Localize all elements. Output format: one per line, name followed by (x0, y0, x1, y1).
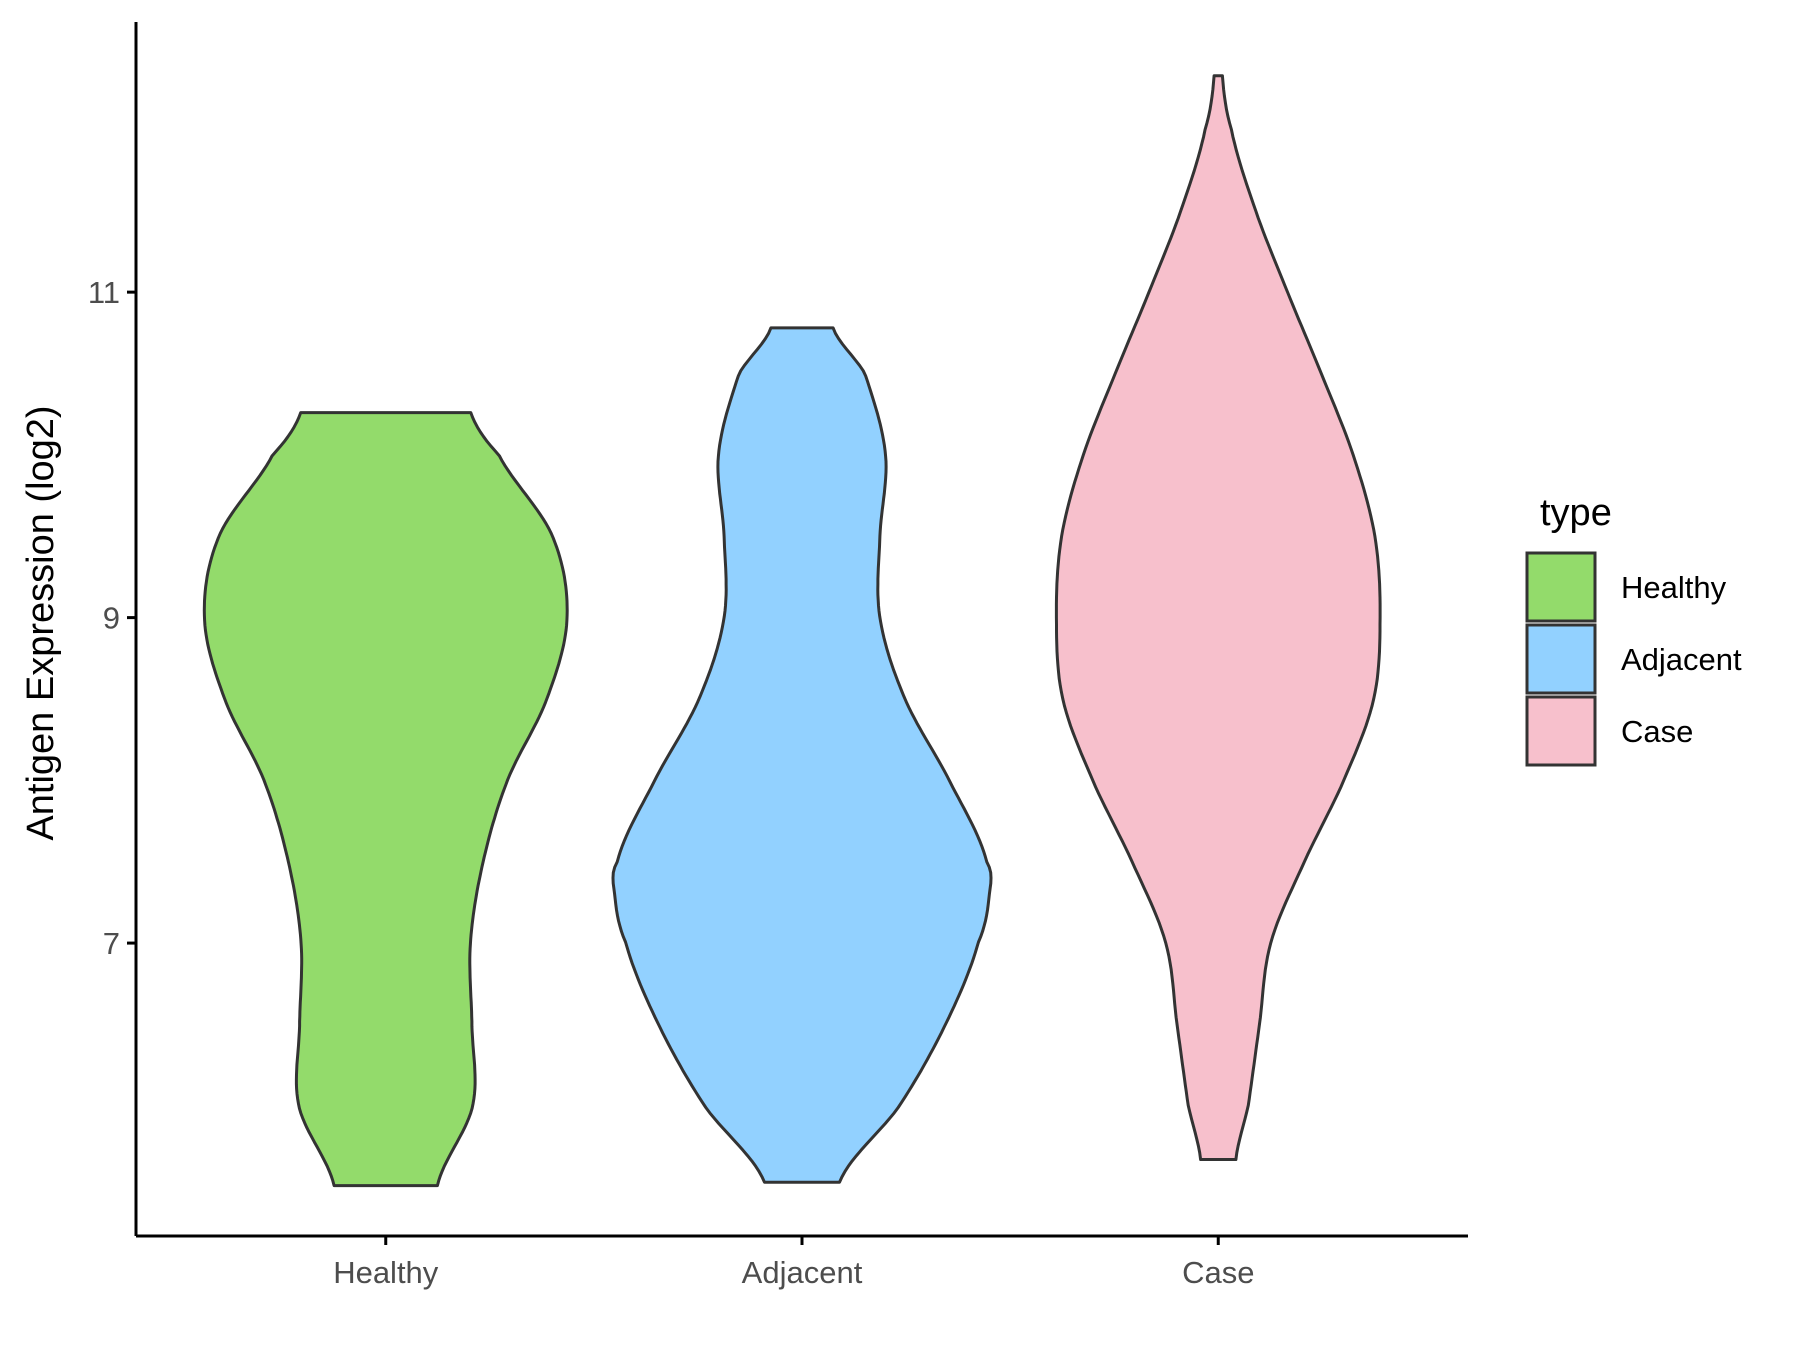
violins-layer (202, 74, 1382, 1188)
legend-items: Healthy Adjacent Case (1525, 551, 1742, 767)
legend-key-adjacent (1525, 623, 1597, 695)
legend-key-healthy (1525, 551, 1597, 623)
y-tick-label-7: 7 (103, 926, 120, 961)
y-ticks: 7 9 11 (88, 275, 136, 961)
x-tick-label-case: Case (1182, 1255, 1254, 1290)
x-ticks: Healthy Adjacent Case (333, 1236, 1254, 1290)
y-tick-label-9: 9 (103, 601, 120, 636)
x-tick-label-healthy: Healthy (333, 1255, 439, 1290)
violin-healthy (202, 411, 569, 1188)
y-axis-title: Antigen Expression (log2) (20, 405, 62, 840)
x-tick-label-adjacent: Adjacent (742, 1255, 863, 1290)
legend-key-case (1525, 695, 1597, 767)
legend: type Healthy Adjacent Case (1525, 492, 1742, 767)
legend-label-adjacent: Adjacent (1621, 642, 1742, 677)
legend-title: type (1540, 492, 1612, 534)
y-tick-label-11: 11 (88, 275, 120, 310)
legend-label-healthy: Healthy (1621, 570, 1727, 605)
violin-case (1054, 74, 1382, 1161)
legend-label-case: Case (1621, 714, 1693, 749)
violin-adjacent (611, 326, 993, 1184)
